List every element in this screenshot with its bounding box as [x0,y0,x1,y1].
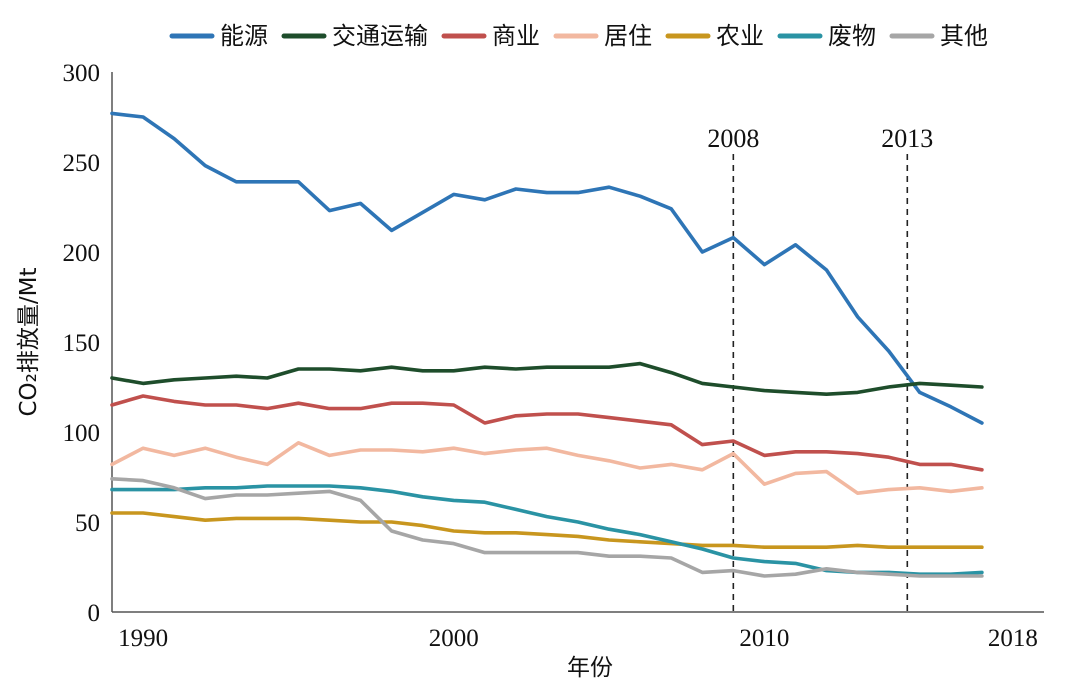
x-tick-label-2018: 2018 [988,625,1038,652]
x-tick-label-2010: 2010 [739,625,789,652]
reference-label-2008: 2008 [707,124,759,153]
legend-label-废物: 废物 [828,22,876,50]
legend: 能源 交通运输 商业 居住 农业 废物 其他 [169,22,988,50]
x-axis-title: 年份 [567,655,613,681]
y-tick-labels: 0 50 100 150 200 250 300 [63,60,101,627]
series-line-其他 [110,476,984,578]
series-line-废物 [110,484,984,577]
x-tick-labels: 1990 2000 2010 2018 [118,625,1038,652]
series-line-能源 [110,111,984,425]
y-tick-label-150: 150 [63,330,101,357]
legend-label-能源: 能源 [220,22,268,50]
legend-label-商业: 商业 [492,22,540,50]
y-tick-label-0: 0 [88,600,101,627]
x-tick-label-1990: 1990 [118,625,168,652]
series-lines [110,111,984,578]
y-tick-label-250: 250 [63,150,101,177]
y-tick-label-50: 50 [75,510,100,537]
reference-lines: 2008 2013 [707,124,933,612]
legend-label-交通运输: 交通运输 [332,22,428,50]
y-tick-label-300: 300 [63,60,101,87]
series-line-居住 [110,440,984,496]
x-tick-label-2000: 2000 [429,625,479,652]
y-tick-label-100: 100 [63,420,101,447]
y-tick-label-200: 200 [63,240,101,267]
reference-label-2013: 2013 [881,124,933,153]
series-line-商业 [110,394,984,472]
series-line-交通运输 [110,361,984,397]
legend-label-居住: 居住 [604,22,652,50]
legend-label-其他: 其他 [940,22,988,50]
y-axis-title: CO₂排放量/Mt [16,268,42,417]
series-line-农业 [110,511,984,550]
axes [111,72,1044,613]
legend-label-农业: 农业 [716,22,764,50]
